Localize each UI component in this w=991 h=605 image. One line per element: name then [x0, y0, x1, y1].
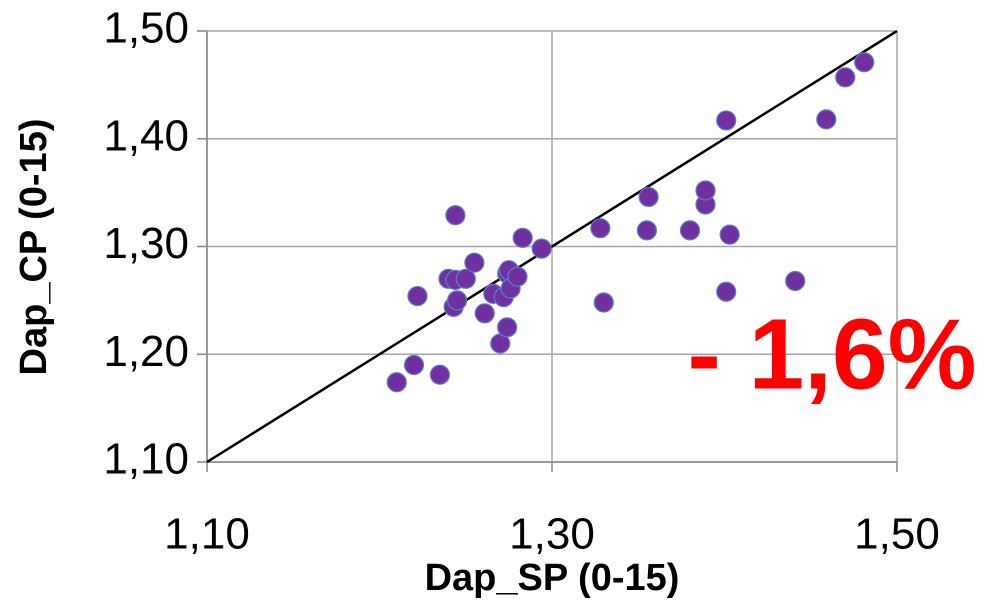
- x-axis-title: Dap_SP (0-15): [425, 557, 680, 599]
- y-tick-label: 1,30: [103, 219, 189, 268]
- point: [636, 220, 657, 241]
- point: [512, 227, 533, 248]
- point: [679, 220, 701, 241]
- point: [590, 218, 611, 239]
- point: [695, 180, 716, 201]
- x-tick-label: 1,10: [164, 510, 250, 559]
- point: [531, 238, 552, 259]
- point: [455, 268, 476, 289]
- y-tick-label: 1,10: [103, 435, 189, 484]
- annotation: - 1,6%: [687, 298, 976, 410]
- y-tick-label: 1,40: [103, 111, 189, 160]
- point: [447, 290, 468, 311]
- point: [719, 224, 740, 245]
- identity-line: [206, 29, 898, 464]
- y-tick-label: 1,20: [103, 327, 189, 376]
- point: [835, 67, 856, 88]
- x-tick-label: 1,30: [509, 510, 595, 559]
- x-tick-label: 1,50: [854, 510, 940, 559]
- point: [854, 52, 875, 73]
- point: [507, 266, 528, 287]
- point: [386, 372, 407, 393]
- point: [429, 364, 450, 385]
- point: [407, 285, 428, 307]
- point: [716, 110, 737, 131]
- point: [445, 205, 466, 226]
- point: [638, 186, 659, 208]
- y-tick-label: 1,50: [103, 4, 189, 53]
- point: [464, 252, 485, 273]
- y-axis-title: Dap_CP (0-15): [13, 119, 55, 376]
- point: [716, 281, 737, 302]
- point: [816, 109, 837, 130]
- point: [497, 317, 518, 338]
- point: [593, 292, 614, 313]
- point: [474, 303, 495, 324]
- point: [403, 354, 425, 376]
- point: [785, 270, 806, 292]
